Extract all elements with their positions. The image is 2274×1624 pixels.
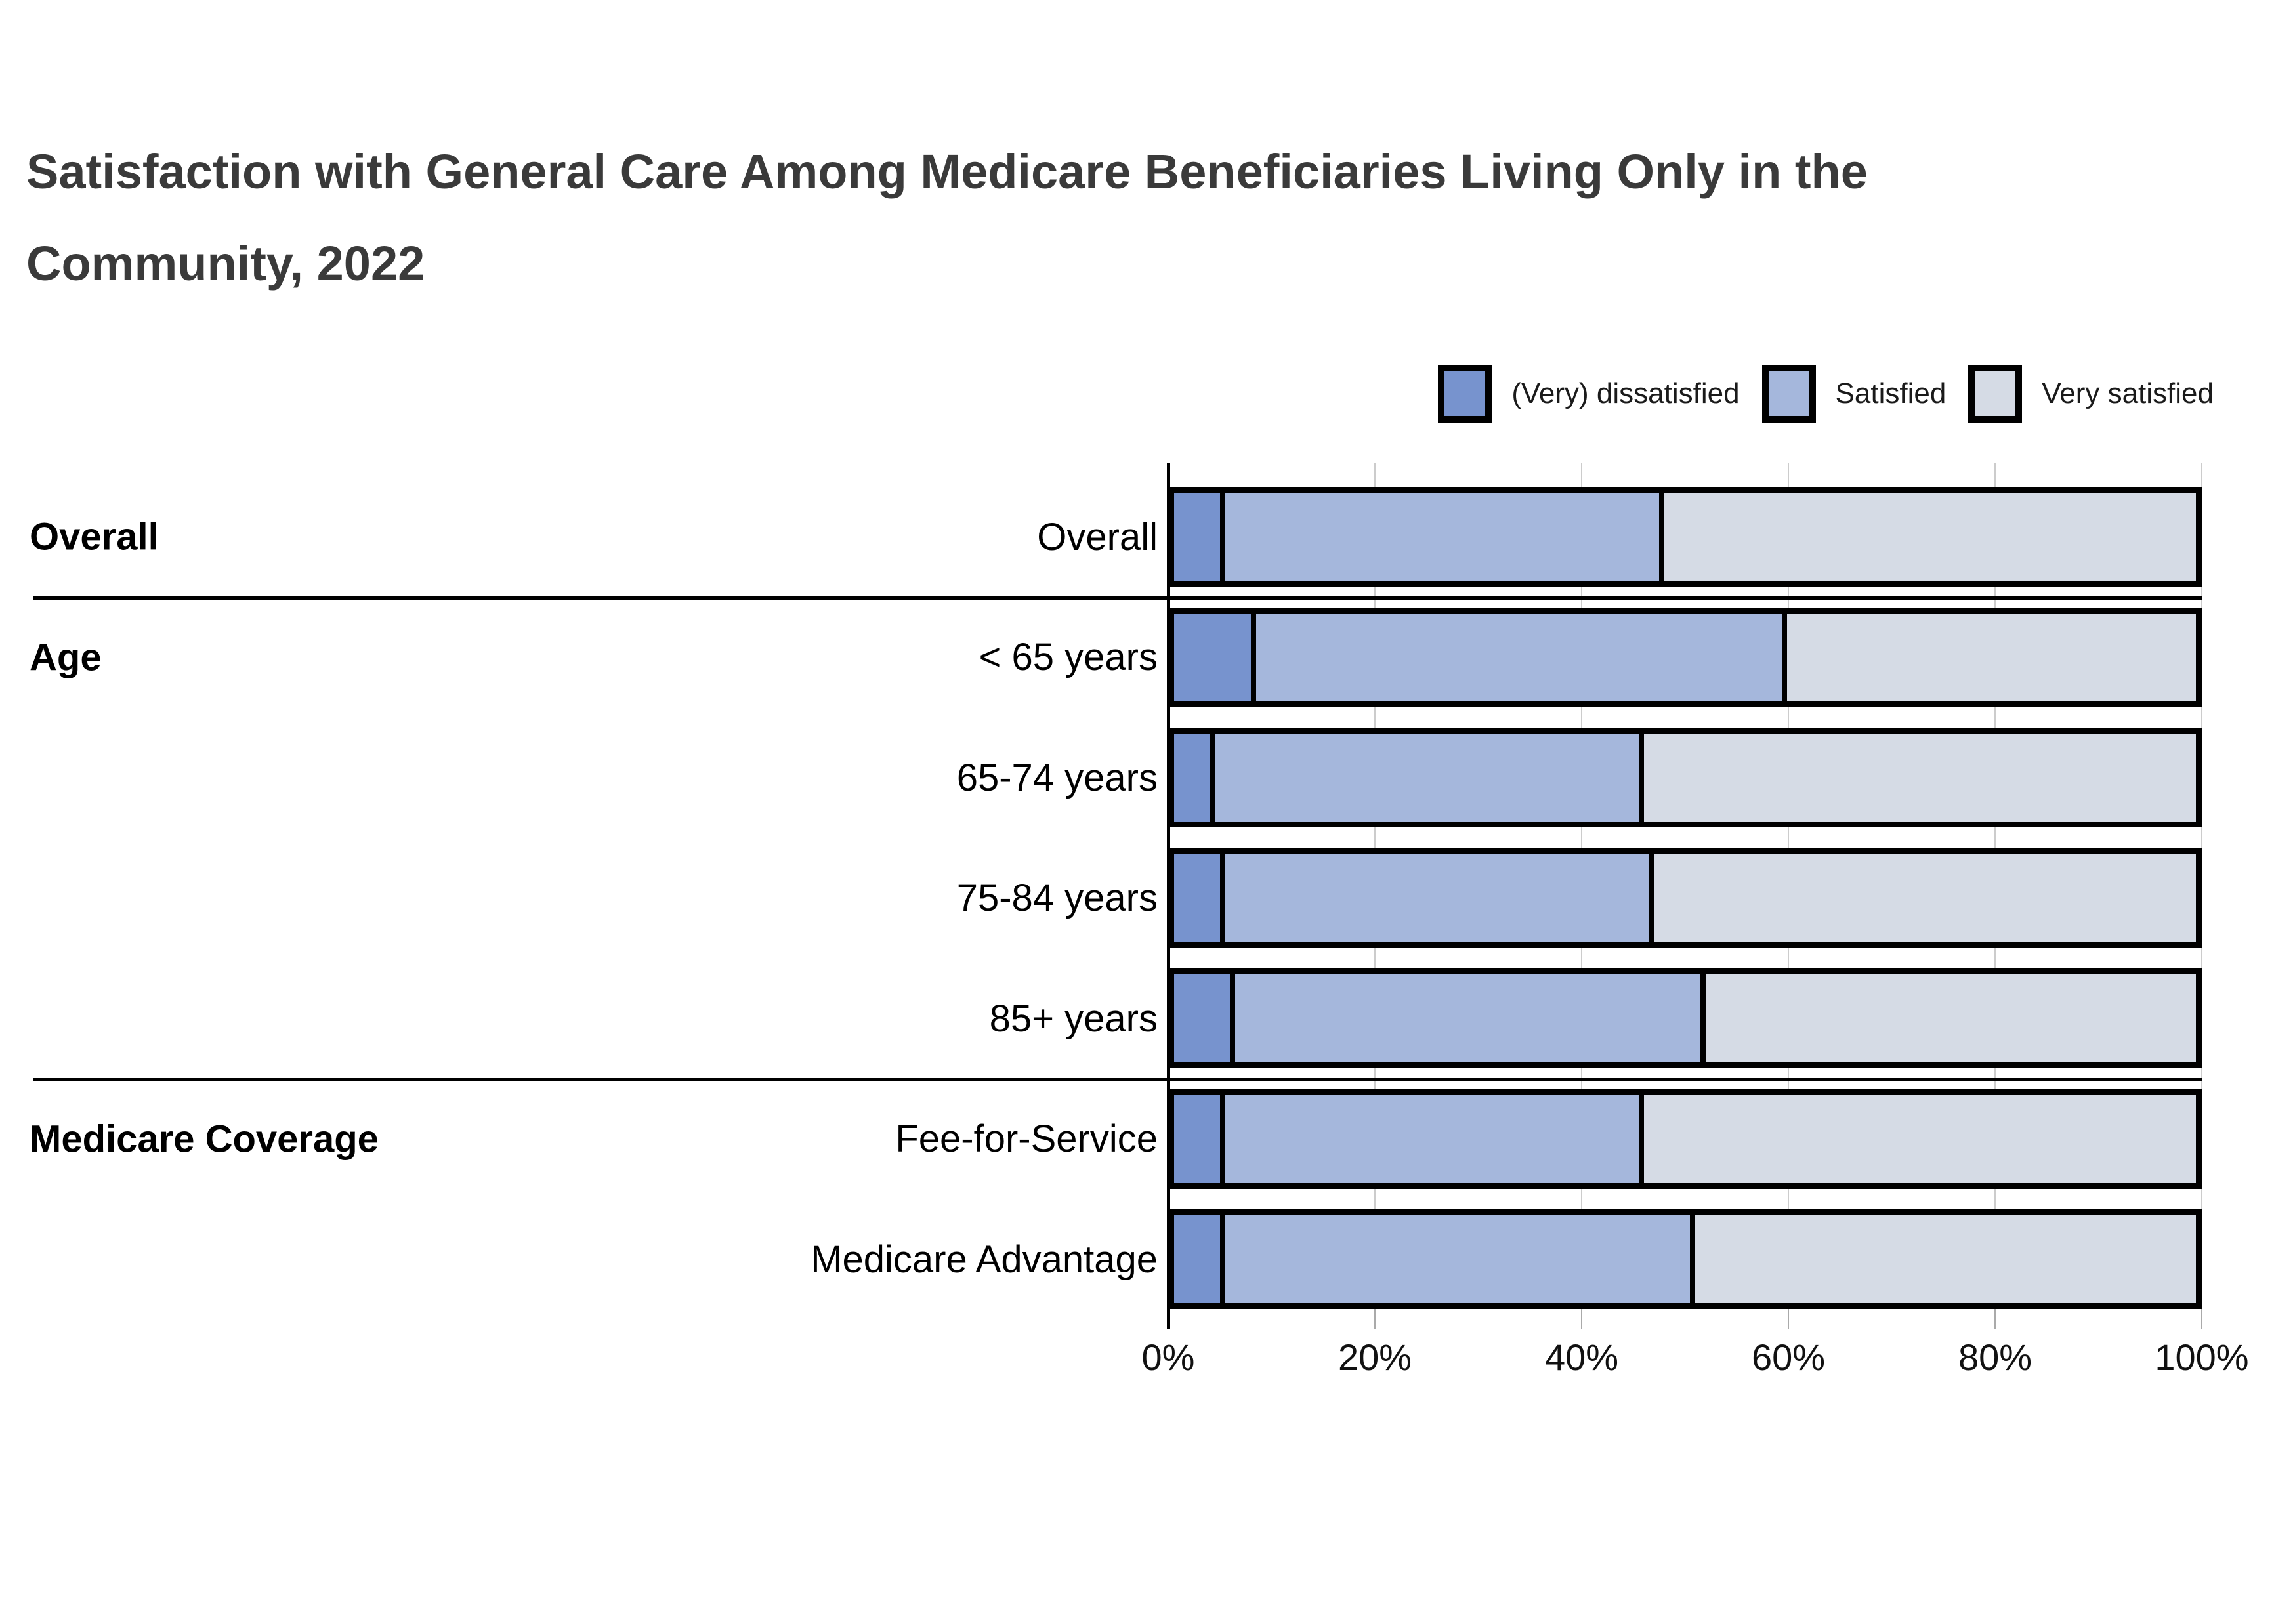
axis-tick [1788,1309,1789,1329]
chart-row: Medicare Advantage [0,1209,2202,1330]
row-label: Overall [1037,515,1158,558]
bar-segment-dissatisfied [1174,493,1225,581]
axis-tick [1581,1309,1582,1329]
bar-segment-dissatisfied [1174,1215,1225,1303]
bar-segment-satisfied [1225,1094,1645,1183]
stacked-bar [1168,728,2202,827]
gridline [2201,463,2202,1329]
page-title: Satisfaction with General Care Among Med… [26,126,2258,310]
bar-segment-dissatisfied [1174,974,1236,1062]
chart-row: 65-74 years [0,728,2202,848]
bar-segment-satisfied [1225,1215,1696,1303]
legend-item: Satisfied [1761,365,1947,423]
bar-segment-dissatisfied [1174,1094,1225,1183]
chart-row: 75-84 years [0,848,2202,969]
bar-segment-very-satisfied [1644,1094,2196,1183]
bar-segment-dissatisfied [1174,613,1256,701]
legend-swatch-icon [1761,365,1816,423]
section-divider-line [33,596,2202,600]
legend-item: (Very) dissatisfied [1438,365,1740,423]
section-label: Overall [30,515,159,558]
bar-segment-dissatisfied [1174,734,1215,822]
section-divider-line [33,1077,2202,1081]
stacked-bar [1168,1089,2202,1189]
stacked-bar [1168,487,2202,587]
legend: (Very) dissatisfied Satisfied Very satis… [1438,365,2214,423]
legend-item: Very satisfied [1968,365,2214,423]
legend-label: (Very) dissatisfied [1511,377,1740,409]
bar-rows: Overall Overall < 65 years Age 65-74 yea… [0,487,2202,1330]
row-label: 85+ years [989,997,1158,1040]
page-title-line2: Community, 2022 [26,236,425,291]
axis-tick-label: 20% [1337,1337,1412,1378]
row-label: < 65 years [979,636,1158,678]
legend-swatch-icon [1438,365,1492,423]
bar-segment-very-satisfied [1705,974,2196,1062]
bar-segment-very-satisfied [1654,854,2196,942]
bar-segment-satisfied [1225,854,1654,942]
bar-segment-satisfied [1235,974,1706,1062]
chart-row: Fee-for-Service Medicare Coverage [0,1089,2202,1210]
bar-segment-very-satisfied [1695,1215,2196,1303]
bar-segment-satisfied [1225,493,1665,581]
bar-segment-very-satisfied [1664,493,2196,581]
section-label: Medicare Coverage [30,1117,379,1160]
row-label: 65-74 years [956,756,1158,799]
bar-segment-very-satisfied [1787,613,2196,701]
row-label: Fee-for-Service [895,1117,1158,1160]
axis-tick-label: 80% [1958,1337,2032,1378]
bar-segment-satisfied [1255,613,1788,701]
row-label: 75-84 years [956,877,1158,919]
stacked-bar [1168,848,2202,948]
axis-tick-label: 60% [1751,1337,1826,1378]
bar-segment-satisfied [1215,734,1645,822]
legend-swatch-icon [1968,365,2023,423]
stacked-bar [1168,607,2202,707]
stacked-bar [1168,1209,2202,1309]
section-label: Age [30,636,102,678]
chart-row: 85+ years [0,968,2202,1089]
stacked-bar [1168,968,2202,1068]
legend-label: Satisfied [1835,377,1947,409]
y-axis-line [1167,463,1170,1329]
bar-segment-dissatisfied [1174,854,1225,942]
axis-tick [1994,1309,1996,1329]
axis-tick-label: 100% [2155,1337,2249,1378]
axis-tick [1374,1309,1376,1329]
chart-row: < 65 years Age [0,607,2202,728]
page-title-line1: Satisfaction with General Care Among Med… [26,144,1868,199]
axis-tick-label: 0% [1141,1337,1195,1378]
chart-row: Overall Overall [0,487,2202,608]
axis-tick [2201,1309,2202,1329]
axis-tick-label: 40% [1544,1337,1619,1378]
legend-label: Very satisfied [2042,377,2214,409]
row-label: Medicare Advantage [811,1238,1158,1281]
bar-segment-very-satisfied [1644,734,2196,822]
